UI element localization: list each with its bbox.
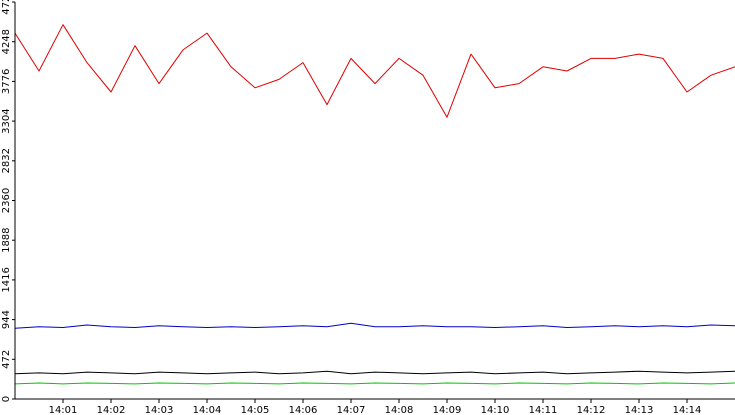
x-tick-label: 14:13 bbox=[625, 405, 654, 415]
y-tick-label: 1416 bbox=[1, 267, 12, 292]
x-axis-ticks: 14:01 14:02 14:03 14:04 14:05 14:06 14:07 14:08… bbox=[49, 399, 702, 415]
y-tick-label: 944 bbox=[1, 310, 12, 329]
x-tick-label: 14:07 bbox=[337, 405, 366, 415]
series-line-3 bbox=[14, 370, 735, 375]
y-tick-label: 2360 bbox=[1, 188, 12, 213]
x-tick-label: 14:08 bbox=[385, 405, 414, 415]
series-line-2 bbox=[14, 322, 735, 329]
x-tick-label: 14:10 bbox=[481, 405, 510, 415]
x-tick-label: 14:03 bbox=[145, 405, 174, 415]
series-group bbox=[14, 24, 735, 385]
x-tick-label: 14:04 bbox=[193, 405, 222, 415]
y-tick-label: 472 bbox=[1, 350, 12, 369]
y-tick-label: 2832 bbox=[1, 148, 12, 173]
x-tick-label: 14:01 bbox=[49, 405, 78, 415]
y-tick-label: 0 bbox=[1, 396, 12, 402]
x-tick-label: 14:09 bbox=[433, 405, 462, 415]
x-tick-label: 14:12 bbox=[577, 405, 606, 415]
x-tick-label: 14:05 bbox=[241, 405, 270, 415]
y-tick-label: 4720 bbox=[1, 0, 12, 15]
x-tick-label: 14:02 bbox=[97, 405, 126, 415]
x-tick-label: 14:11 bbox=[529, 405, 558, 415]
series-line-4 bbox=[14, 382, 735, 385]
y-tick-label: 4248 bbox=[1, 29, 12, 54]
y-tick-label: 1888 bbox=[1, 227, 12, 252]
series-line-1 bbox=[14, 24, 735, 118]
x-tick-label: 14:06 bbox=[289, 405, 318, 415]
y-axis-ticks: 0 472 944 1416 1888 2360 2832 3304 3776 4248 4720 bbox=[1, 0, 15, 402]
axes bbox=[14, 2, 735, 400]
y-tick-label: 3304 bbox=[1, 108, 12, 133]
x-tick-label: 14:14 bbox=[673, 405, 702, 415]
y-tick-label: 3776 bbox=[1, 69, 12, 94]
